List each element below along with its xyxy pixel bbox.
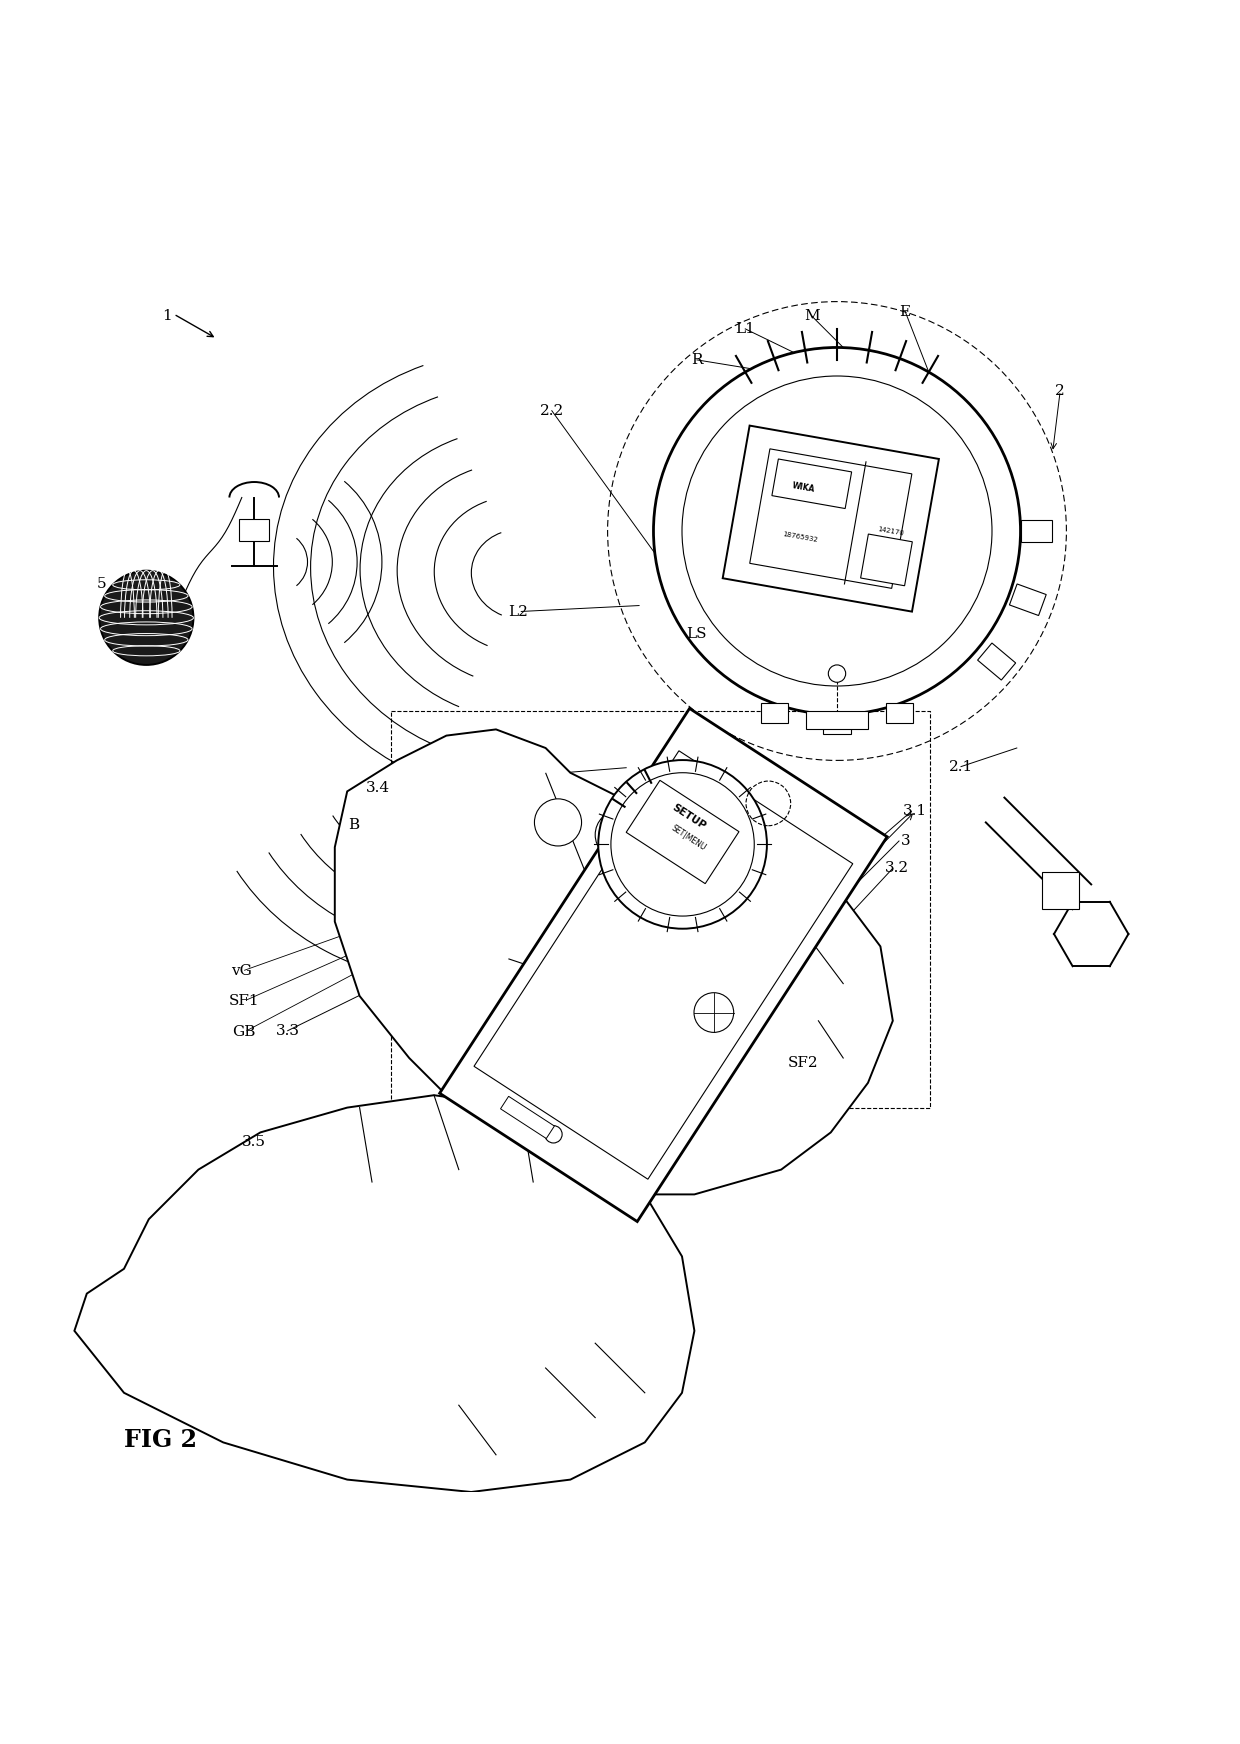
Circle shape (694, 992, 734, 1032)
Polygon shape (474, 750, 853, 1179)
Polygon shape (335, 729, 893, 1195)
Text: 18765932: 18765932 (781, 532, 818, 544)
Text: 3.5: 3.5 (242, 1135, 267, 1149)
Text: GB: GB (233, 1025, 255, 1039)
Text: 3.1: 3.1 (903, 804, 928, 818)
Text: 1: 1 (162, 309, 172, 323)
Bar (977, 644, 1016, 680)
Text: 2.2: 2.2 (539, 403, 564, 419)
Text: L2: L2 (508, 605, 528, 619)
Circle shape (653, 347, 1021, 715)
Text: FIG 2: FIG 2 (124, 1428, 197, 1453)
Text: WIKA: WIKA (791, 481, 816, 494)
Text: SETUP: SETUP (670, 802, 708, 832)
Text: SF2: SF2 (789, 1055, 818, 1071)
Polygon shape (771, 459, 852, 509)
FancyBboxPatch shape (239, 518, 269, 541)
Text: SF1: SF1 (229, 994, 259, 1008)
Text: L1: L1 (735, 323, 755, 337)
Circle shape (828, 664, 846, 682)
Circle shape (534, 799, 582, 846)
Text: SET|MENU: SET|MENU (670, 823, 708, 853)
Text: 2: 2 (1055, 384, 1065, 398)
Text: 2.1: 2.1 (949, 760, 973, 774)
Circle shape (595, 809, 645, 860)
Bar (760, 703, 787, 724)
Bar (1009, 584, 1047, 616)
Text: 3.2: 3.2 (884, 862, 909, 875)
Text: 3: 3 (900, 834, 910, 848)
Text: vG: vG (232, 964, 252, 978)
Polygon shape (861, 534, 913, 586)
Bar (1021, 520, 1052, 542)
Circle shape (682, 377, 992, 685)
Polygon shape (501, 1097, 554, 1139)
Bar (823, 715, 851, 734)
Polygon shape (723, 426, 939, 612)
Polygon shape (750, 448, 911, 588)
Polygon shape (74, 1095, 694, 1493)
Text: 3.3: 3.3 (275, 1024, 300, 1038)
Circle shape (544, 1125, 562, 1142)
Text: B: B (348, 818, 358, 832)
Text: E: E (900, 305, 910, 319)
Bar (806, 712, 868, 729)
Circle shape (598, 760, 766, 930)
Text: M: M (805, 309, 820, 323)
Circle shape (611, 773, 754, 916)
Polygon shape (626, 780, 739, 884)
Circle shape (99, 570, 193, 664)
Bar (1042, 872, 1079, 909)
Text: 3.4: 3.4 (366, 781, 391, 795)
Bar (887, 703, 914, 724)
Text: LS: LS (687, 626, 707, 642)
Polygon shape (440, 708, 887, 1221)
Circle shape (655, 832, 709, 888)
Text: 5: 5 (97, 577, 107, 591)
Text: 142170: 142170 (877, 525, 904, 535)
Polygon shape (508, 773, 595, 971)
Text: R: R (691, 352, 703, 366)
